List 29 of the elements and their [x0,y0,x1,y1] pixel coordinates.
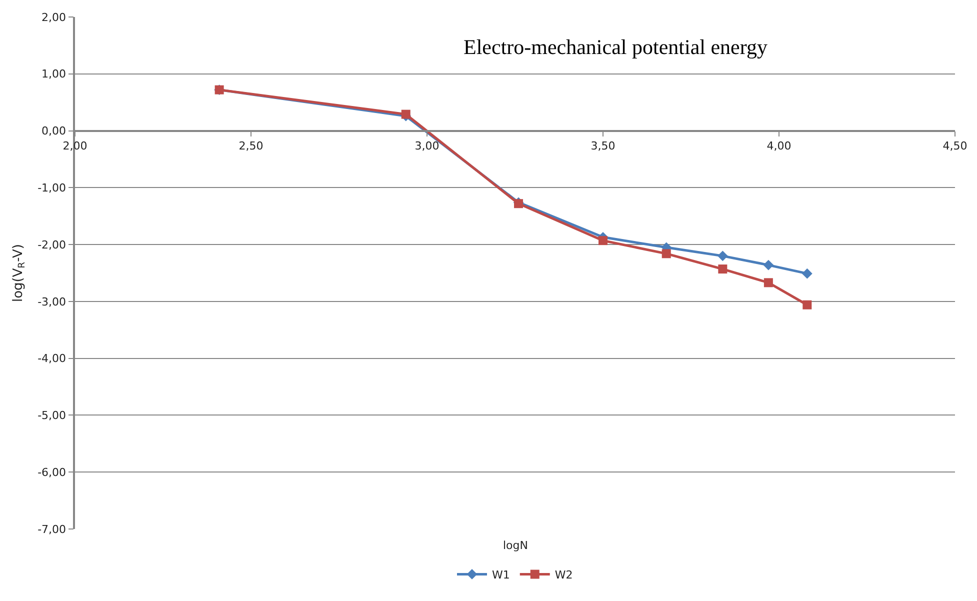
y-tick-label: 0,00 [42,124,66,138]
y-tick-label: -5,00 [38,409,66,422]
point [764,278,773,288]
x-tick-label: 2,00 [62,140,88,153]
y-tick-label: -3,00 [38,295,66,308]
x-tick-label: 2,50 [238,140,264,153]
point [802,268,812,279]
y-tick-label: 2,00 [42,10,66,24]
point [717,250,728,262]
x-tick-label: 3,00 [414,140,440,153]
x-tick-label: 4,00 [766,140,792,153]
point [401,110,410,119]
y-tick-label: -1,00 [38,182,66,195]
y-tick-label: -4,00 [38,352,66,366]
y-tick-label: -2,00 [38,238,66,252]
x-tick-label: 3,50 [590,140,616,153]
y-tick-label: -6,00 [38,466,66,479]
point [802,300,812,310]
legend-label: W2 [554,568,573,582]
point [763,260,774,270]
y-tick-label: -7,00 [38,522,66,536]
text: Electro-mechanical potential energy [464,34,768,59]
y-tick-label: 1,00 [42,68,66,81]
legend-label: W1 [492,568,510,582]
x-axis-title: logN [503,539,528,552]
point [598,236,608,246]
point [662,249,671,258]
x-tick-label: 4,50 [942,140,968,153]
point [718,264,728,274]
